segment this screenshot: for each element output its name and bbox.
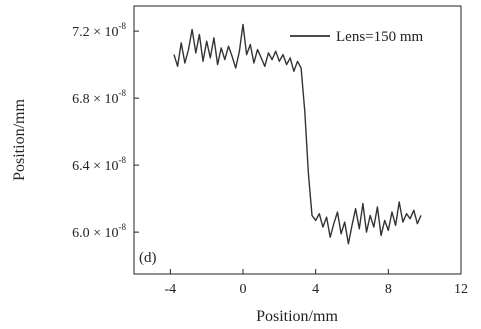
x-tick-label: -4 bbox=[164, 282, 176, 297]
x-axis-ticks: -4 0 4 8 12 bbox=[164, 269, 468, 297]
x-tick-label: 0 bbox=[240, 282, 247, 297]
panel-annotation: (d) bbox=[139, 250, 157, 266]
y-axis-label: Position/mm bbox=[11, 99, 28, 181]
plot-area-border bbox=[133, 5, 462, 275]
series-line bbox=[173, 23, 422, 245]
series-layer bbox=[173, 23, 422, 245]
legend: Lens=150 mm bbox=[290, 29, 424, 45]
y-tick-label: 6.4 × 10-8 bbox=[72, 155, 126, 174]
y-tick-label: 7.2 × 10-8 bbox=[72, 21, 126, 40]
x-tick-label: 4 bbox=[312, 282, 319, 297]
legend-label: Lens=150 mm bbox=[336, 29, 424, 45]
x-tick-label: 12 bbox=[454, 282, 468, 297]
y-tick-label: 6.0 × 10-8 bbox=[72, 222, 126, 241]
y-axis-ticks: 6.0 × 10-8 6.4 × 10-8 6.8 × 10-8 7.2 × 10-8 bbox=[72, 21, 139, 241]
y-tick-label: 6.8 × 10-8 bbox=[72, 88, 126, 107]
x-tick-label: 8 bbox=[385, 282, 392, 297]
x-axis-label: Position/mm bbox=[256, 308, 338, 325]
plot-frame bbox=[133, 5, 462, 275]
